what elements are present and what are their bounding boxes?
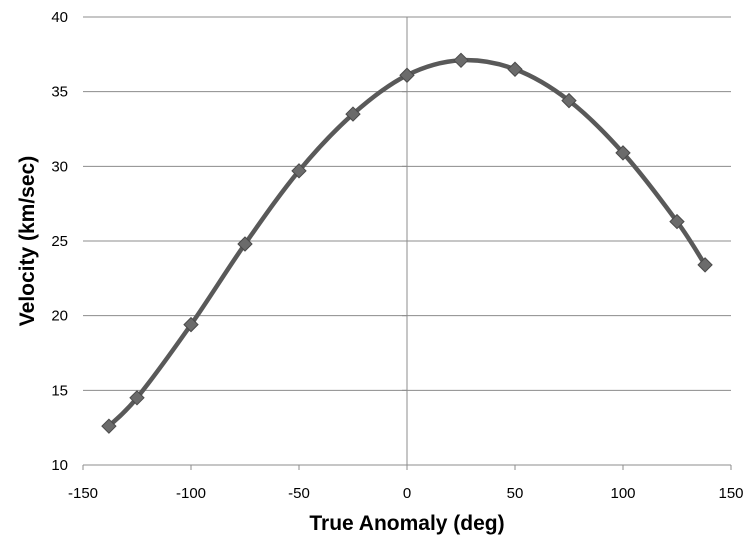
- data-point-marker: [697, 257, 713, 273]
- data-point-marker: [669, 213, 685, 230]
- x-tick-label: 50: [507, 485, 524, 502]
- y-axis-title: Velocity (km/sec): [16, 156, 39, 326]
- y-tick-label: 15: [51, 382, 68, 399]
- data-markers: [101, 52, 713, 434]
- x-axis-title: True Anomaly (deg): [309, 512, 504, 535]
- y-tick-label: 20: [51, 308, 68, 325]
- x-tick-label: 100: [610, 485, 635, 502]
- x-tick-label: -150: [68, 485, 98, 502]
- data-point-marker: [101, 418, 117, 434]
- data-point-marker: [129, 390, 145, 406]
- y-tick-label: 25: [51, 233, 68, 250]
- y-tick-label: 35: [51, 84, 68, 101]
- data-point-marker: [615, 145, 631, 161]
- y-tick-label: 30: [51, 158, 68, 175]
- data-point-marker: [561, 92, 577, 109]
- x-tick-label: 150: [718, 485, 743, 502]
- y-tick-label: 40: [51, 9, 68, 26]
- data-point-marker: [237, 236, 253, 252]
- y-tick-labels: 10 15 20 25 30 35 40: [51, 9, 68, 474]
- x-tick-label: 0: [403, 485, 411, 502]
- data-point-marker: [399, 67, 415, 83]
- data-point-marker: [345, 106, 361, 122]
- x-tick-label: -100: [176, 485, 206, 502]
- data-point-marker: [453, 52, 469, 69]
- y-tick-label: 10: [51, 457, 68, 474]
- x-tick-labels: -150 -100 -50 0 50 100 150: [68, 485, 744, 502]
- x-tick-label: -50: [288, 485, 310, 502]
- axes: [82, 16, 732, 470]
- data-point-marker: [183, 316, 199, 333]
- data-point-marker: [291, 163, 307, 179]
- data-point-marker: [507, 61, 523, 77]
